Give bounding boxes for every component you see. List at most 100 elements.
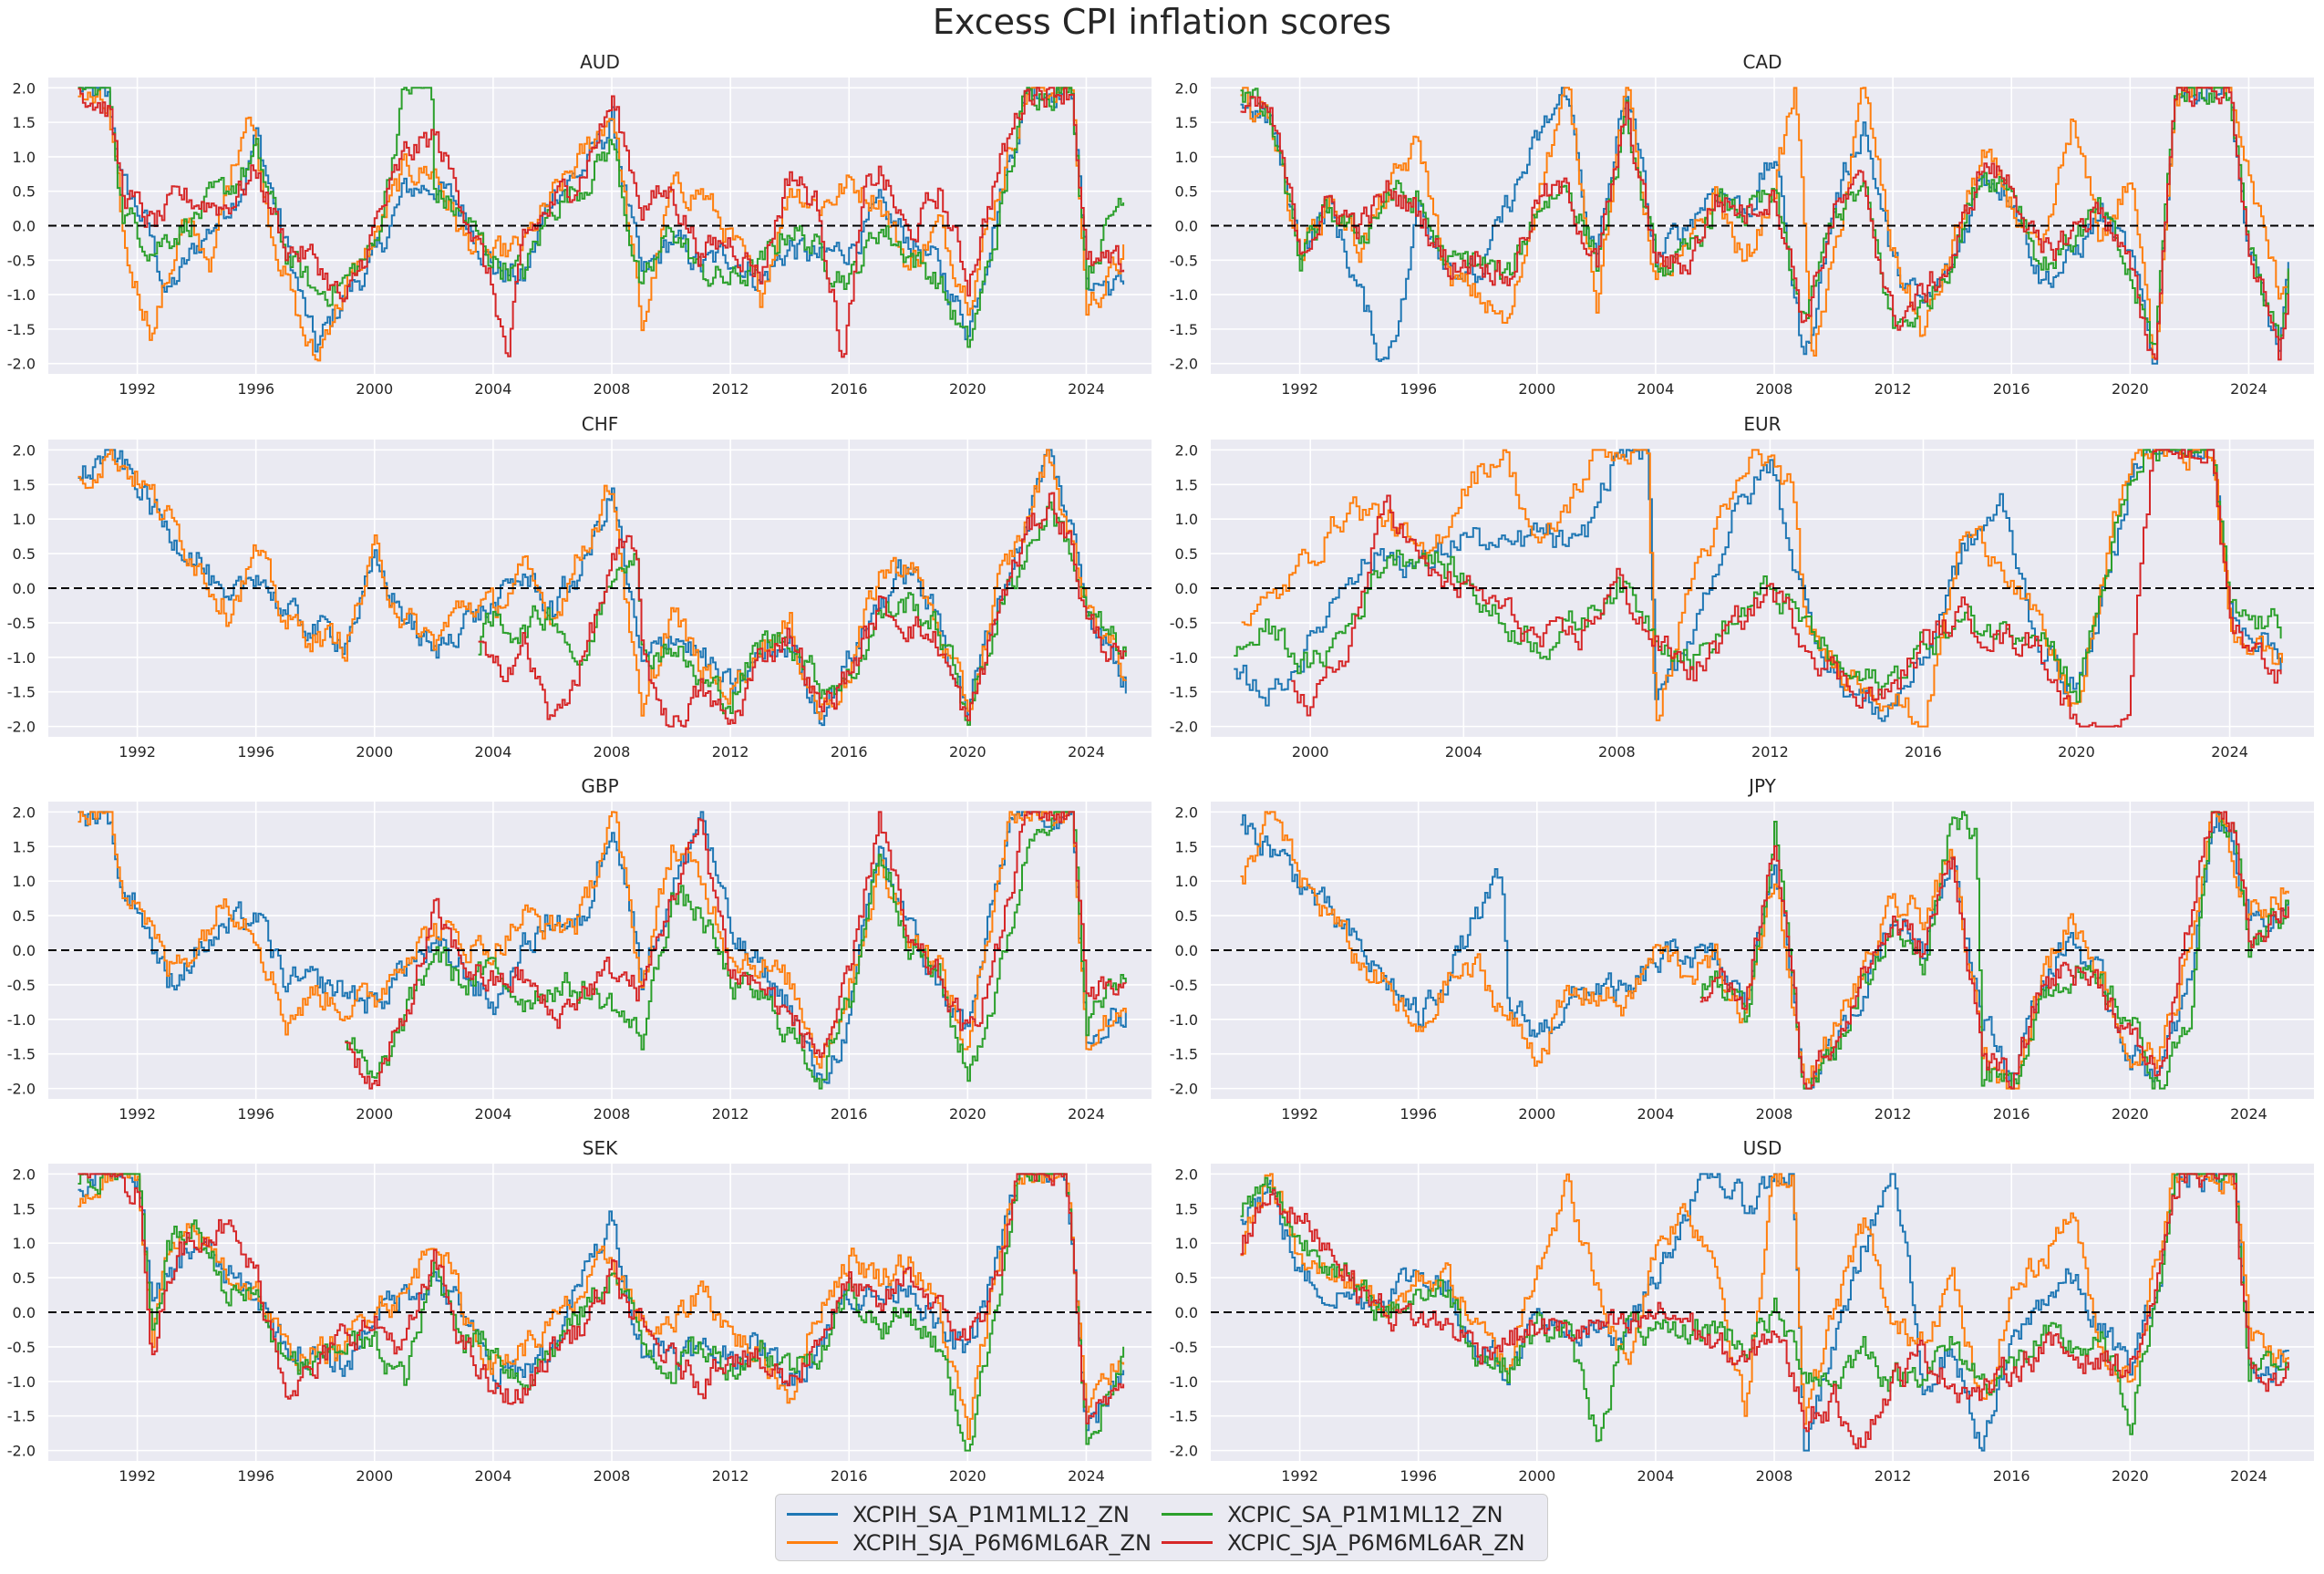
y-tick-label: -1.0	[7, 286, 36, 304]
x-tick-label: 1992	[1281, 380, 1318, 398]
y-tick-label: 0.5	[1175, 1269, 1198, 1287]
y-tick-label: 0.0	[13, 1304, 36, 1321]
x-tick-label: 1996	[237, 743, 274, 761]
x-tick-label: 2012	[712, 1105, 749, 1123]
series-line-xcpih-sa-p1m1ml12-zn	[77, 1173, 1125, 1432]
legend-swatch	[787, 1541, 838, 1544]
x-tick-label: 2020	[949, 743, 986, 761]
legend-item-xcpic-sja: XCPIC_SJA_P6M6ML6AR_ZN	[1162, 1528, 1536, 1557]
y-tick-label: -1.5	[7, 1408, 36, 1425]
y-tick-label: -1.0	[7, 1373, 36, 1391]
x-tick-label: 2004	[1445, 743, 1482, 761]
x-tick-label: 2024	[2230, 1467, 2267, 1485]
legend-swatch	[787, 1513, 838, 1516]
series-line-xcpih-sja-p6m6ml6ar-zn	[1241, 449, 2283, 728]
y-tick-label: -1.0	[1170, 286, 1198, 304]
x-tick-label: 2000	[1518, 1105, 1555, 1123]
legend: XCPIH_SA_P1M1ML12_ZN XCPIC_SA_P1M1ML12_Z…	[775, 1494, 1548, 1561]
x-tick-label: 2016	[831, 1467, 868, 1485]
panel-title: JPY	[1747, 775, 1777, 797]
x-tick-label: 2020	[949, 1467, 986, 1485]
series-line-xcpic-sa-p1m1ml12-zn	[345, 811, 1127, 1090]
x-tick-label: 2024	[1068, 1467, 1105, 1485]
panel-jpy: -2.0 -1.5 -1.0 -0.5 0.0 0.5 1.0 1.5 2.0 1992 1996 2…	[1170, 775, 2314, 1123]
x-tick-label: 1992	[1281, 1467, 1318, 1485]
x-tick-label: 2008	[1756, 380, 1793, 398]
y-tick-label: 1.5	[1175, 1200, 1198, 1217]
panel-title: CAD	[1742, 51, 1782, 73]
y-tick-label: -1.5	[1170, 321, 1198, 338]
x-tick-label: 1996	[1400, 380, 1437, 398]
y-tick-label: -2.0	[1170, 719, 1198, 736]
y-tick-label: 1.5	[1175, 114, 1198, 131]
y-tick-label: 0.0	[1175, 218, 1198, 235]
y-tick-label: 0.5	[13, 1269, 36, 1287]
x-tick-label: 2016	[831, 380, 868, 398]
x-tick-label: 2000	[1292, 743, 1329, 761]
x-tick-label: 1996	[1400, 1467, 1437, 1485]
x-tick-label: 2024	[2211, 743, 2248, 761]
y-tick-label: -1.0	[7, 1011, 36, 1029]
series-line-xcpic-sja-p6m6ml6ar-zn	[77, 87, 1125, 358]
series-line-xcpih-sja-p6m6ml6ar-zn	[77, 449, 1127, 720]
y-tick-label: -1.5	[7, 684, 36, 701]
panel-gbp: -2.0 -1.5 -1.0 -0.5 0.0 0.5 1.0 1.5 2.0 1992 1996 2…	[7, 775, 1152, 1123]
x-tick-label: 2012	[1875, 380, 1912, 398]
x-tick-label: 2004	[475, 1467, 512, 1485]
panel-title: CHF	[582, 413, 619, 435]
series-line-xcpic-sja-p6m6ml6ar-zn	[1699, 811, 2289, 1090]
x-tick-label: 2020	[949, 1105, 986, 1123]
x-tick-label: 2024	[1068, 743, 1105, 761]
y-tick-label: 0.0	[13, 942, 36, 959]
y-tick-label: 1.5	[1175, 476, 1198, 493]
x-tick-label: 2004	[475, 1105, 512, 1123]
y-tick-label: -2.0	[1170, 356, 1198, 373]
x-tick-label: 2012	[712, 380, 749, 398]
panel-eur: -2.0 -1.5 -1.0 -0.5 0.0 0.5 1.0 1.5 2.0 2000 2004 2…	[1170, 413, 2314, 761]
x-tick-label: 2000	[1518, 380, 1555, 398]
x-tick-label: 1996	[237, 1467, 274, 1485]
x-tick-label: 2008	[1756, 1467, 1793, 1485]
x-tick-label: 2012	[1875, 1467, 1912, 1485]
y-tick-label: -1.0	[1170, 1373, 1198, 1391]
legend-item-xcpic-sa: XCPIC_SA_P1M1ML12_ZN	[1162, 1500, 1536, 1528]
panel-cad: -2.0 -1.5 -1.0 -0.5 0.0 0.5 1.0 1.5 2.0 1992 1996 2…	[1170, 51, 2314, 398]
x-tick-label: 2004	[1637, 1105, 1675, 1123]
series-line-xcpic-sja-p6m6ml6ar-zn	[345, 811, 1127, 1090]
y-tick-label: -1.5	[1170, 1408, 1198, 1425]
y-tick-label: 1.0	[1175, 511, 1198, 528]
panel-chf: -2.0 -1.5 -1.0 -0.5 0.0 0.5 1.0 1.5 2.0 1992 1996 2…	[7, 413, 1152, 761]
y-tick-label: -0.5	[1170, 252, 1198, 269]
x-tick-label: 2004	[1637, 1467, 1675, 1485]
series-line-xcpih-sa-p1m1ml12-zn	[1240, 1173, 2289, 1452]
y-tick-label: -2.0	[1170, 1443, 1198, 1460]
y-tick-label: 2.0	[1175, 441, 1198, 459]
series-line-xcpic-sa-p1m1ml12-zn	[1699, 811, 2289, 1090]
y-tick-label: 1.0	[1175, 1235, 1198, 1252]
legend-swatch	[1162, 1541, 1213, 1544]
y-tick-label: -2.0	[7, 719, 36, 736]
series-line-xcpih-sa-p1m1ml12-zn	[77, 87, 1125, 353]
y-tick-label: 0.5	[1175, 907, 1198, 925]
x-tick-label: 1996	[237, 1105, 274, 1123]
y-tick-label: 2.0	[13, 441, 36, 459]
series-line-xcpic-sa-p1m1ml12-zn	[77, 87, 1125, 348]
y-tick-label: -1.0	[7, 649, 36, 667]
x-tick-label: 2016	[831, 743, 868, 761]
legend-label: XCPIC_SJA_P6M6ML6AR_ZN	[1227, 1529, 1525, 1556]
legend-label: XCPIH_SA_P1M1ML12_ZN	[852, 1501, 1130, 1527]
x-tick-label: 2004	[1637, 380, 1675, 398]
y-tick-label: 1.0	[13, 1235, 36, 1252]
x-tick-label: 2024	[1068, 380, 1105, 398]
y-tick-label: 2.0	[1175, 1165, 1198, 1183]
y-tick-label: -0.5	[7, 977, 36, 994]
y-tick-label: 0.5	[1175, 183, 1198, 201]
x-tick-label: 2016	[1993, 1467, 2030, 1485]
x-tick-label: 2012	[712, 1467, 749, 1485]
x-tick-label: 1992	[1281, 1105, 1318, 1123]
y-tick-label: 2.0	[13, 803, 36, 821]
y-tick-label: 2.0	[1175, 803, 1198, 821]
panel-title: USD	[1743, 1137, 1782, 1159]
x-tick-label: 2008	[1598, 743, 1636, 761]
